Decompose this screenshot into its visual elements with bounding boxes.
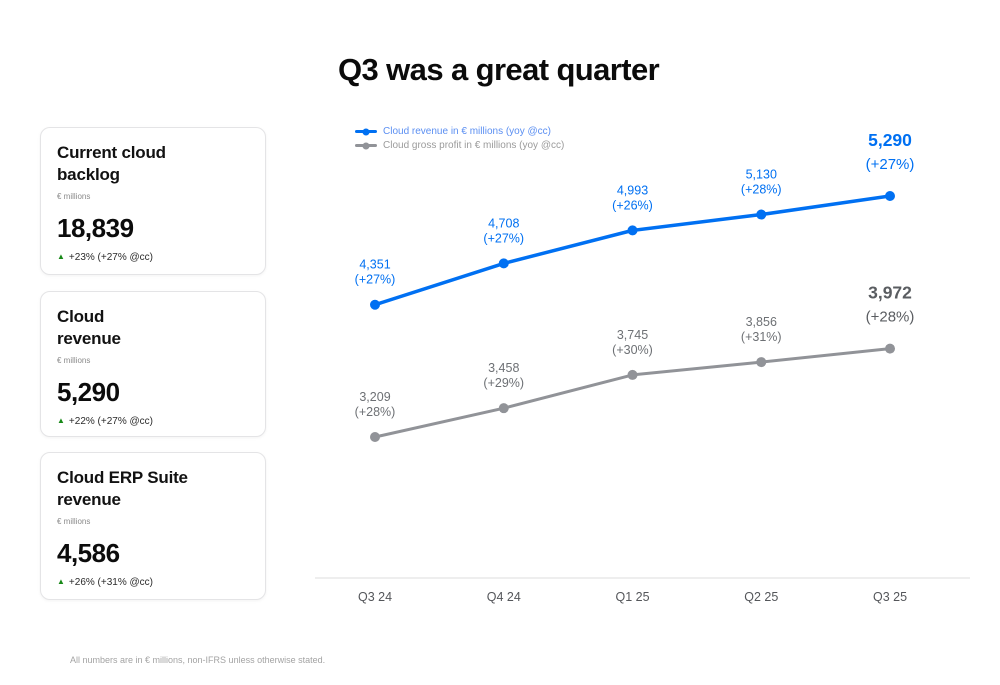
point-value-label: 3,745 xyxy=(617,328,648,342)
kpi-card-title: Cloud ERP Suite revenue xyxy=(57,468,188,509)
point-value-label: 3,458 xyxy=(488,361,519,375)
kpi-card-cloud-revenue: Cloud revenue € millions 5,290 ▲ +22% (+… xyxy=(40,291,266,437)
point-yoy-label: (+31%) xyxy=(741,330,782,344)
data-point xyxy=(885,343,895,354)
kpi-card-value: 4,586 xyxy=(57,537,120,568)
delta-up-icon: ▲ xyxy=(57,416,65,425)
slide-title: Q3 was a great quarter xyxy=(338,52,660,87)
point-yoy-label: (+27%) xyxy=(355,273,396,287)
kpi-card-value: 5,290 xyxy=(57,376,120,407)
x-axis-label: Q3 24 xyxy=(358,590,392,604)
point-yoy-label: (+30%) xyxy=(612,343,653,357)
kpi-card-cloud-erp-suite-revenue: Cloud ERP Suite revenue € millions 4,586… xyxy=(40,452,266,600)
series-line-1 xyxy=(374,347,891,439)
kpi-card-delta-text: +22% (+27% @cc) xyxy=(68,415,153,427)
point-value-label: 3,209 xyxy=(359,390,390,404)
kpi-card-value: 18,839 xyxy=(57,212,134,243)
cloud-revenue-gross-profit-chart: Cloud revenue in € millions (yoy @cc) Clo… xyxy=(310,120,980,635)
point-value-label: 4,351 xyxy=(359,258,390,272)
point-value-label: 4,708 xyxy=(488,216,519,230)
legend-line-marker xyxy=(355,128,377,135)
point-value-label: 5,130 xyxy=(746,168,777,182)
x-axis-label: Q1 25 xyxy=(615,590,649,604)
x-axis-label: Q4 24 xyxy=(487,590,521,604)
data-point xyxy=(756,209,767,220)
footnote: All numbers are in € millions, non-IFRS … xyxy=(70,655,326,665)
point-value-label: 3,972 xyxy=(868,283,912,303)
legend-label: Cloud revenue in € millions (yoy @cc) xyxy=(383,126,551,137)
point-yoy-label: (+27%) xyxy=(483,231,524,245)
legend-item: Cloud gross profit in € millions (yoy @c… xyxy=(355,140,564,151)
kpi-card-delta: ▲ +23% (+27% @cc) xyxy=(57,252,249,263)
x-axis-label: Q3 25 xyxy=(873,590,907,604)
data-point xyxy=(370,432,380,442)
x-axis-label: Q2 25 xyxy=(744,590,778,604)
legend-dot xyxy=(362,142,370,149)
point-yoy-label: (+28%) xyxy=(741,183,782,197)
kpi-card-delta-text: +26% (+31% @cc) xyxy=(68,576,153,588)
point-yoy-label: (+28%) xyxy=(866,309,915,326)
kpi-card-unit: € millions xyxy=(57,355,91,365)
legend-line-marker xyxy=(355,142,377,149)
delta-up-icon: ▲ xyxy=(57,577,65,586)
kpi-card-current-cloud-backlog: Current cloud backlog € millions 18,839 … xyxy=(40,127,266,275)
kpi-card-delta-text: +23% (+27% @cc) xyxy=(68,251,153,263)
point-value-label: 3,856 xyxy=(746,315,777,329)
chart-canvas: Q3 24 Q4 24 Q1 25 Q2 25 Q3 253,209(+28%)3,45… xyxy=(315,130,970,604)
kpi-card-title: Cloud revenue xyxy=(57,307,121,348)
legend-item: Cloud revenue in € millions (yoy @cc) xyxy=(355,126,564,137)
kpi-card-unit: € millions xyxy=(57,516,91,526)
kpi-card-delta: ▲ +22% (+27% @cc) xyxy=(57,416,249,427)
data-point xyxy=(627,225,638,236)
data-point xyxy=(627,369,638,380)
point-yoy-label: (+26%) xyxy=(612,198,653,212)
data-point xyxy=(498,403,509,414)
point-yoy-label: (+29%) xyxy=(483,376,524,390)
point-value-label: 5,290 xyxy=(868,130,912,150)
kpi-card-title: Current cloud backlog xyxy=(57,143,166,184)
point-yoy-label: (+27%) xyxy=(866,156,915,173)
delta-up-icon: ▲ xyxy=(57,252,65,261)
kpi-card-unit: € millions xyxy=(57,191,91,201)
chart-legend: Cloud revenue in € millions (yoy @cc) Clo… xyxy=(355,126,564,151)
legend-dot xyxy=(362,128,370,135)
kpi-card-delta: ▲ +26% (+31% @cc) xyxy=(57,577,249,588)
point-value-label: 4,993 xyxy=(617,183,648,197)
data-point xyxy=(756,357,767,368)
point-yoy-label: (+28%) xyxy=(355,405,396,419)
data-point xyxy=(370,299,380,310)
data-point xyxy=(885,191,895,201)
data-point xyxy=(498,258,509,269)
legend-label: Cloud gross profit in € millions (yoy @c… xyxy=(383,140,565,151)
